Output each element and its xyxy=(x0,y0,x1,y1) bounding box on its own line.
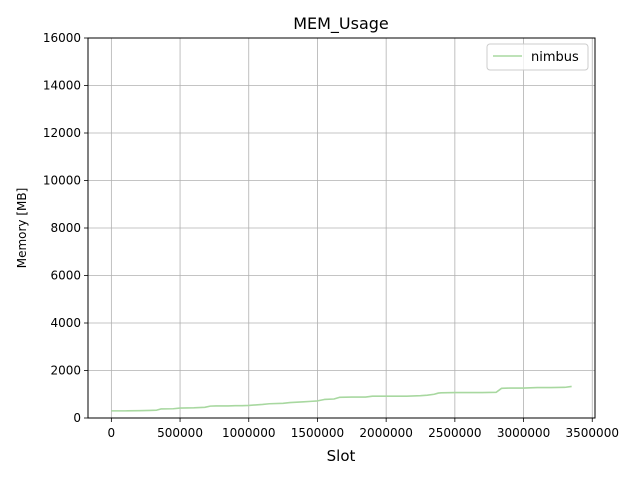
y-axis-ticks: 0 2000 4000 6000 8000 10000 12000 14000 16000 xyxy=(43,31,88,425)
x-tick-label: 1500000 xyxy=(291,426,344,440)
chart-title: MEM_Usage xyxy=(293,14,389,34)
x-tick-label: 3500000 xyxy=(566,426,619,440)
y-tick-label: 16000 xyxy=(43,31,81,45)
x-tick-label: 500000 xyxy=(157,426,203,440)
series-line-nimbus xyxy=(111,385,572,412)
series-layer xyxy=(111,385,572,412)
y-tick-label: 2000 xyxy=(50,364,81,378)
x-tick-label: 3000000 xyxy=(497,426,550,440)
y-tick-label: 6000 xyxy=(50,269,81,283)
y-tick-label: 14000 xyxy=(43,79,81,93)
x-tick-label: 0 xyxy=(108,426,116,440)
x-tick-label: 2000000 xyxy=(359,426,412,440)
y-tick-label: 8000 xyxy=(50,221,81,235)
x-axis-ticks: 0 500000 1000000 1500000 2000000 2500000 30000… xyxy=(108,418,619,440)
x-tick-label: 2500000 xyxy=(428,426,481,440)
y-tick-label: 0 xyxy=(73,411,81,425)
legend: nimbus xyxy=(486,43,589,71)
y-tick-label: 12000 xyxy=(43,126,81,140)
y-axis-label: Memory [MB] xyxy=(15,188,29,269)
y-tick-label: 4000 xyxy=(50,316,81,330)
legend-box xyxy=(486,43,589,71)
legend-label-nimbus: nimbus xyxy=(531,50,579,65)
y-tick-label: 10000 xyxy=(43,174,81,188)
x-axis-label: Slot xyxy=(327,447,356,465)
x-tick-label: 1000000 xyxy=(222,426,275,440)
